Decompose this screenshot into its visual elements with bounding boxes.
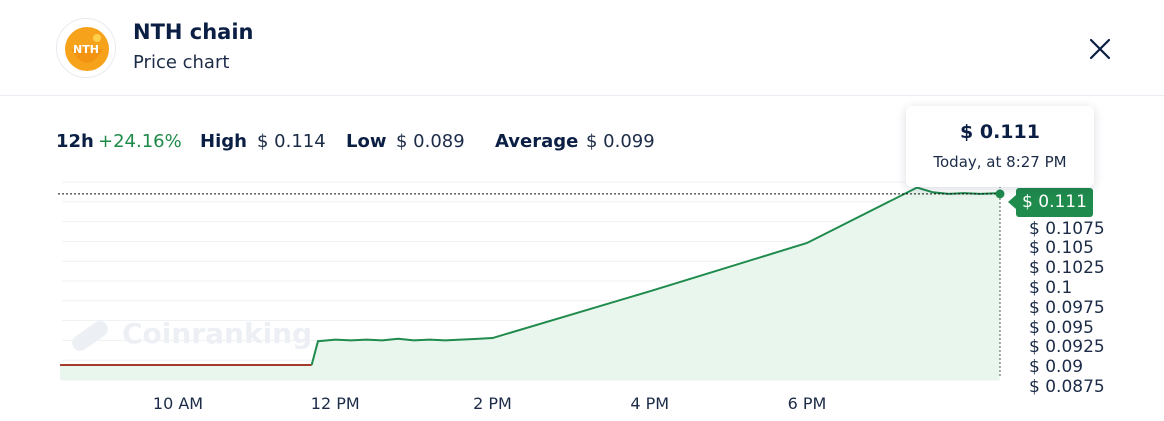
x-tick-label: 6 PM — [787, 394, 827, 413]
x-tick-label: 10 AM — [152, 394, 204, 413]
price-tooltip: $ 0.111 Today, at 8:27 PM — [906, 106, 1094, 187]
period-label: 12h — [56, 131, 94, 152]
area-fill — [60, 187, 1000, 380]
average-label: Average — [495, 131, 579, 152]
chart-header: NTH NTH chain Price chart — [0, 0, 1164, 96]
y-tick-label: $ 0.09 — [1029, 357, 1084, 378]
coinranking-icon — [72, 321, 108, 351]
y-tick-label: $ 0.0975 — [1029, 297, 1105, 318]
current-price-dot — [995, 189, 1005, 199]
chart-subtitle: Price chart — [133, 52, 230, 73]
close-icon — [1089, 38, 1111, 60]
y-tick-label: $ 0.095 — [1029, 317, 1094, 338]
y-tick-label: $ 0.105 — [1029, 238, 1094, 259]
high-label: High — [200, 131, 247, 152]
low-value: $ 0.089 — [396, 131, 465, 152]
logo-text: NTH — [73, 43, 99, 56]
tooltip-time: Today, at 8:27 PM — [933, 153, 1067, 171]
average-value: $ 0.099 — [586, 131, 655, 152]
x-tick-label: 4 PM — [630, 394, 670, 413]
y-tick-label: $ 0.0925 — [1029, 337, 1105, 358]
price-change: +24.16% — [98, 131, 182, 152]
x-tick-label: 2 PM — [473, 394, 512, 413]
high-value: $ 0.114 — [257, 131, 326, 152]
coinranking-watermark: Coinranking — [66, 314, 312, 354]
y-tick-label: $ 0.1025 — [1029, 258, 1105, 279]
nth-chain-logo: NTH — [56, 18, 116, 78]
current-price-badge: $ 0.111 — [1008, 188, 1093, 217]
price-line-up — [310, 186, 1000, 366]
watermark-text: Coinranking — [122, 317, 313, 350]
tooltip-price: $ 0.111 — [960, 121, 1040, 143]
y-tick-label: $ 0.1 — [1029, 278, 1073, 298]
close-button[interactable] — [1083, 32, 1117, 66]
x-tick-label: 12 PM — [310, 394, 360, 413]
low-label: Low — [346, 131, 387, 152]
coin-name: NTH chain — [133, 20, 254, 44]
y-tick-label: $ 0.1075 — [1029, 218, 1105, 239]
y-tick-label: $ 0.0875 — [1029, 377, 1105, 397]
